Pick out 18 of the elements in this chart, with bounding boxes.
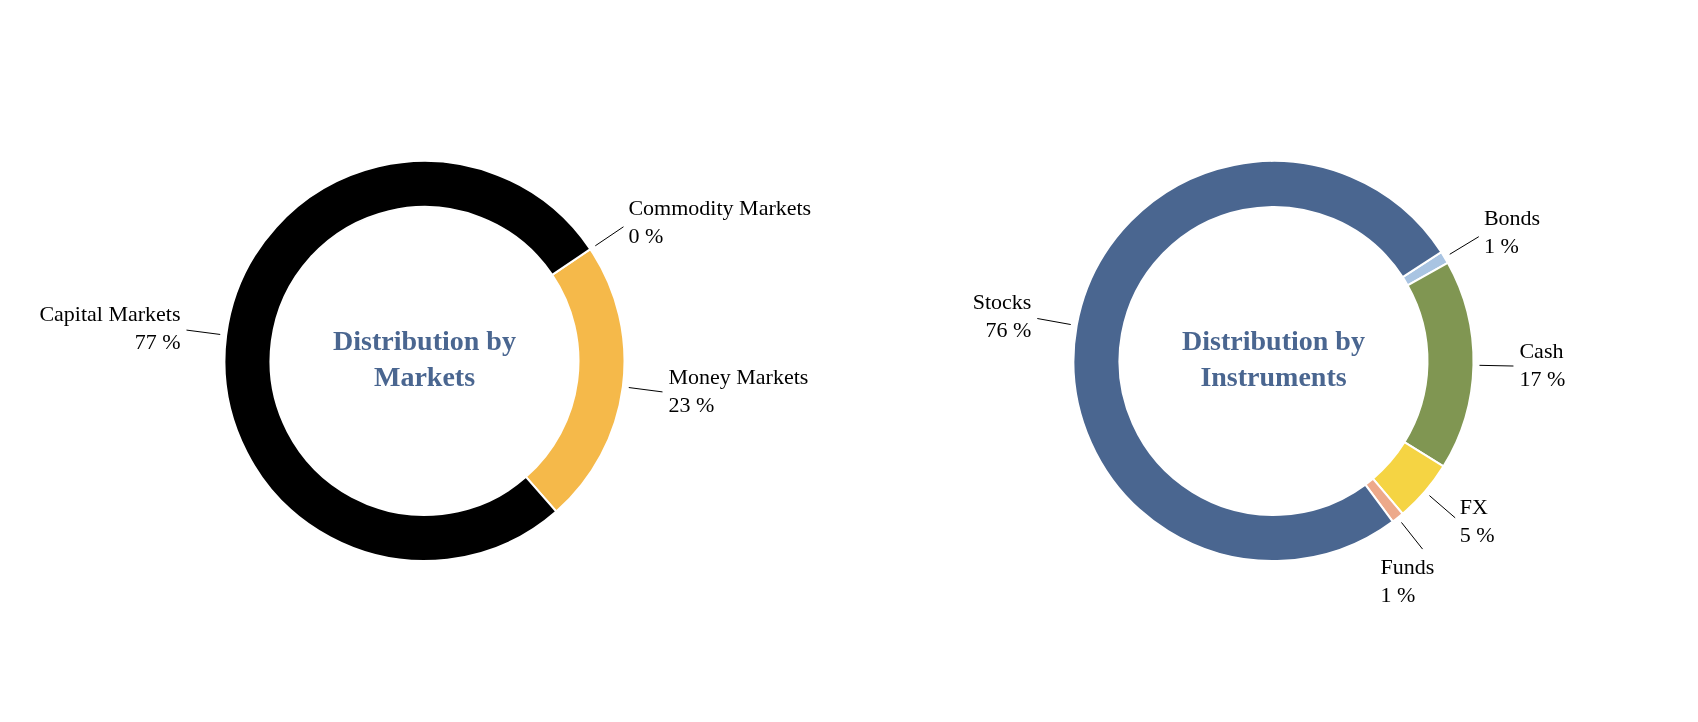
slice-label: Stocks — [972, 289, 1032, 315]
slice-label: Money Markets — [668, 364, 809, 390]
text: 0 % — [628, 223, 664, 249]
slice-label: Cash — [1519, 337, 1564, 363]
slice-label: Funds — [1380, 554, 1435, 580]
text: Distribution by Markets — [333, 325, 516, 393]
category-label: Commodity Markets — [628, 195, 812, 221]
data-label: 5 % — [1459, 521, 1495, 547]
text: Distribution by Instruments — [1182, 325, 1365, 393]
data-label: 77 % — [134, 329, 181, 355]
data-label: 1 % — [1380, 582, 1416, 608]
data-label: 23 % — [668, 392, 715, 418]
data-label: 76 % — [985, 317, 1032, 343]
data-label: 17 % — [1519, 365, 1566, 391]
data-label: 1 % — [1483, 233, 1519, 259]
slice-label: Bonds — [1483, 205, 1541, 231]
slice-label: FX — [1459, 493, 1488, 519]
slice-label: Capital Markets — [39, 301, 181, 327]
